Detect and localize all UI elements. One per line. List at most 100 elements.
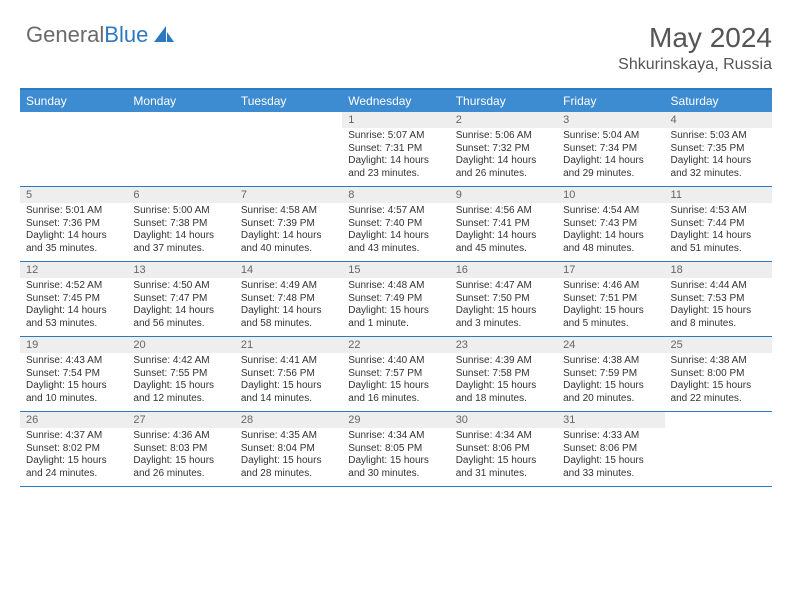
calendar-cell: . (127, 112, 234, 187)
day-details: Sunrise: 4:52 AMSunset: 7:45 PMDaylight:… (20, 278, 127, 336)
sunset-text: Sunset: 7:47 PM (133, 293, 228, 306)
sunrise-text: Sunrise: 4:34 AM (456, 430, 551, 443)
day-details: Sunrise: 4:46 AMSunset: 7:51 PMDaylight:… (557, 278, 664, 336)
sunrise-text: Sunrise: 4:54 AM (563, 205, 658, 218)
header: GeneralBlue May 2024 Shkurinskaya, Russi… (20, 22, 772, 74)
day-number: 8 (342, 187, 449, 203)
day-details: Sunrise: 4:49 AMSunset: 7:48 PMDaylight:… (235, 278, 342, 336)
day-details: Sunrise: 4:40 AMSunset: 7:57 PMDaylight:… (342, 353, 449, 411)
calendar-cell: 3Sunrise: 5:04 AMSunset: 7:34 PMDaylight… (557, 112, 664, 187)
calendar-row: 19Sunrise: 4:43 AMSunset: 7:54 PMDayligh… (20, 337, 772, 412)
calendar-cell: . (235, 112, 342, 187)
sunset-text: Sunset: 7:32 PM (456, 143, 551, 156)
calendar-cell: 15Sunrise: 4:48 AMSunset: 7:49 PMDayligh… (342, 262, 449, 337)
sunset-text: Sunset: 7:53 PM (671, 293, 766, 306)
daylight-text: Daylight: 14 hours and 45 minutes. (456, 230, 551, 255)
sunrise-text: Sunrise: 4:42 AM (133, 355, 228, 368)
daylight-text: Daylight: 15 hours and 31 minutes. (456, 455, 551, 480)
calendar-cell: 26Sunrise: 4:37 AMSunset: 8:02 PMDayligh… (20, 412, 127, 487)
sunrise-text: Sunrise: 4:36 AM (133, 430, 228, 443)
sunrise-text: Sunrise: 4:41 AM (241, 355, 336, 368)
daylight-text: Daylight: 14 hours and 32 minutes. (671, 155, 766, 180)
calendar-cell: 17Sunrise: 4:46 AMSunset: 7:51 PMDayligh… (557, 262, 664, 337)
sunset-text: Sunset: 7:59 PM (563, 368, 658, 381)
calendar-cell: 24Sunrise: 4:38 AMSunset: 7:59 PMDayligh… (557, 337, 664, 412)
sunset-text: Sunset: 7:51 PM (563, 293, 658, 306)
sunset-text: Sunset: 8:04 PM (241, 443, 336, 456)
day-number: 5 (20, 187, 127, 203)
daylight-text: Daylight: 14 hours and 37 minutes. (133, 230, 228, 255)
day-header: Tuesday (235, 90, 342, 112)
day-header: Monday (127, 90, 234, 112)
calendar-cell: 12Sunrise: 4:52 AMSunset: 7:45 PMDayligh… (20, 262, 127, 337)
calendar-cell: 29Sunrise: 4:34 AMSunset: 8:05 PMDayligh… (342, 412, 449, 487)
day-details: Sunrise: 4:34 AMSunset: 8:06 PMDaylight:… (450, 428, 557, 486)
calendar-cell: 28Sunrise: 4:35 AMSunset: 8:04 PMDayligh… (235, 412, 342, 487)
day-details: Sunrise: 4:35 AMSunset: 8:04 PMDaylight:… (235, 428, 342, 486)
daylight-text: Daylight: 14 hours and 51 minutes. (671, 230, 766, 255)
day-header: Thursday (450, 90, 557, 112)
daylight-text: Daylight: 14 hours and 29 minutes. (563, 155, 658, 180)
sunset-text: Sunset: 7:56 PM (241, 368, 336, 381)
sunset-text: Sunset: 7:58 PM (456, 368, 551, 381)
daylight-text: Daylight: 14 hours and 58 minutes. (241, 305, 336, 330)
sunset-text: Sunset: 7:43 PM (563, 218, 658, 231)
sunset-text: Sunset: 7:54 PM (26, 368, 121, 381)
day-number: 9 (450, 187, 557, 203)
day-number: 19 (20, 337, 127, 353)
sunrise-text: Sunrise: 4:48 AM (348, 280, 443, 293)
sunrise-text: Sunrise: 4:38 AM (671, 355, 766, 368)
day-header-row: Sunday Monday Tuesday Wednesday Thursday… (20, 90, 772, 112)
calendar-cell: 1Sunrise: 5:07 AMSunset: 7:31 PMDaylight… (342, 112, 449, 187)
sunrise-text: Sunrise: 4:50 AM (133, 280, 228, 293)
sunset-text: Sunset: 7:49 PM (348, 293, 443, 306)
day-details: Sunrise: 4:44 AMSunset: 7:53 PMDaylight:… (665, 278, 772, 336)
day-details: Sunrise: 4:47 AMSunset: 7:50 PMDaylight:… (450, 278, 557, 336)
calendar-cell: 8Sunrise: 4:57 AMSunset: 7:40 PMDaylight… (342, 187, 449, 262)
day-number: 24 (557, 337, 664, 353)
day-number: 6 (127, 187, 234, 203)
daylight-text: Daylight: 14 hours and 48 minutes. (563, 230, 658, 255)
day-number: 2 (450, 112, 557, 128)
sunrise-text: Sunrise: 5:00 AM (133, 205, 228, 218)
sunrise-text: Sunrise: 4:49 AM (241, 280, 336, 293)
daylight-text: Daylight: 15 hours and 1 minute. (348, 305, 443, 330)
daylight-text: Daylight: 15 hours and 20 minutes. (563, 380, 658, 405)
sunset-text: Sunset: 7:31 PM (348, 143, 443, 156)
day-number: 4 (665, 112, 772, 128)
day-number: 3 (557, 112, 664, 128)
day-number: 14 (235, 262, 342, 278)
sunrise-text: Sunrise: 5:04 AM (563, 130, 658, 143)
sunrise-text: Sunrise: 4:34 AM (348, 430, 443, 443)
day-details: Sunrise: 4:39 AMSunset: 7:58 PMDaylight:… (450, 353, 557, 411)
sunset-text: Sunset: 7:39 PM (241, 218, 336, 231)
day-details: Sunrise: 5:00 AMSunset: 7:38 PMDaylight:… (127, 203, 234, 261)
day-details: Sunrise: 4:54 AMSunset: 7:43 PMDaylight:… (557, 203, 664, 261)
day-details: Sunrise: 4:41 AMSunset: 7:56 PMDaylight:… (235, 353, 342, 411)
sunset-text: Sunset: 7:55 PM (133, 368, 228, 381)
day-number: 23 (450, 337, 557, 353)
daylight-text: Daylight: 14 hours and 35 minutes. (26, 230, 121, 255)
daylight-text: Daylight: 15 hours and 3 minutes. (456, 305, 551, 330)
day-details: Sunrise: 4:42 AMSunset: 7:55 PMDaylight:… (127, 353, 234, 411)
calendar-cell: 20Sunrise: 4:42 AMSunset: 7:55 PMDayligh… (127, 337, 234, 412)
calendar-cell: 19Sunrise: 4:43 AMSunset: 7:54 PMDayligh… (20, 337, 127, 412)
day-details: Sunrise: 4:36 AMSunset: 8:03 PMDaylight:… (127, 428, 234, 486)
day-number: 22 (342, 337, 449, 353)
day-details: Sunrise: 5:07 AMSunset: 7:31 PMDaylight:… (342, 128, 449, 186)
calendar-cell: 25Sunrise: 4:38 AMSunset: 8:00 PMDayligh… (665, 337, 772, 412)
sunset-text: Sunset: 7:36 PM (26, 218, 121, 231)
day-details: Sunrise: 4:33 AMSunset: 8:06 PMDaylight:… (557, 428, 664, 486)
logo-word2: Blue (104, 22, 148, 48)
sunset-text: Sunset: 7:48 PM (241, 293, 336, 306)
title-location: Shkurinskaya, Russia (618, 56, 772, 74)
day-details: Sunrise: 4:56 AMSunset: 7:41 PMDaylight:… (450, 203, 557, 261)
day-number: 17 (557, 262, 664, 278)
calendar-table: Sunday Monday Tuesday Wednesday Thursday… (20, 90, 772, 487)
calendar-row: 12Sunrise: 4:52 AMSunset: 7:45 PMDayligh… (20, 262, 772, 337)
sunrise-text: Sunrise: 4:56 AM (456, 205, 551, 218)
daylight-text: Daylight: 15 hours and 8 minutes. (671, 305, 766, 330)
day-details: Sunrise: 4:53 AMSunset: 7:44 PMDaylight:… (665, 203, 772, 261)
day-number: 28 (235, 412, 342, 428)
title-block: May 2024 Shkurinskaya, Russia (618, 22, 772, 74)
